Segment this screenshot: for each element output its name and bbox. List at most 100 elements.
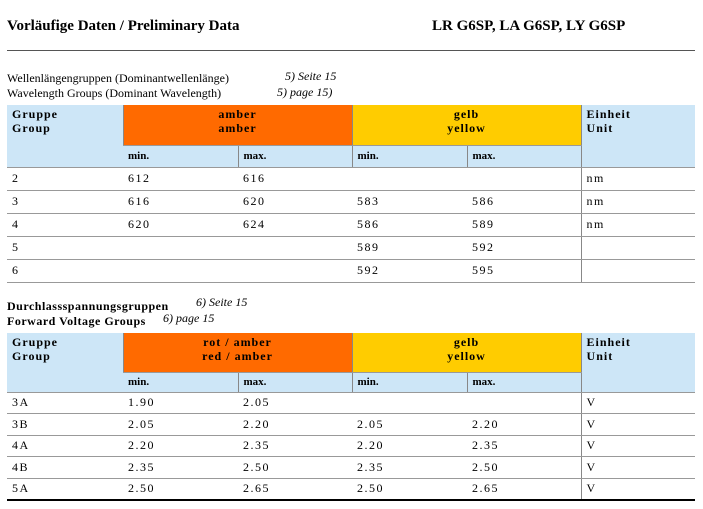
- table-cell: [467, 392, 582, 414]
- footnote-ref: 6) page 15: [163, 311, 215, 325]
- table-cell: V: [580, 392, 696, 414]
- header-text: Group: [12, 121, 51, 135]
- table-cell: 2.35: [352, 456, 468, 479]
- table-cell: [580, 236, 696, 260]
- header-text: rot / amber: [203, 335, 272, 349]
- table-cell: 5: [7, 236, 123, 260]
- data-row: 6 592 595: [7, 259, 696, 283]
- header-cell: rot / amber red / amber: [122, 333, 353, 373]
- header-cell: Gruppe Group: [7, 105, 123, 168]
- table-cell: 589: [467, 213, 582, 237]
- table-cell: [352, 167, 468, 191]
- table-cell: 2.50: [467, 456, 582, 479]
- table-cell: 620: [123, 213, 238, 237]
- table-cell: 612: [123, 167, 238, 191]
- data-row: 3 616 620 583 586 nm: [7, 190, 696, 214]
- table-cell: 2.50: [352, 478, 468, 501]
- header-cell: gelb yellow: [351, 333, 582, 373]
- header-text: Einheit: [586, 335, 631, 349]
- table-cell: 2.05: [123, 413, 238, 436]
- rule: [7, 50, 695, 51]
- header-cell: amber amber: [122, 105, 353, 146]
- subheader-cell: min.: [351, 145, 468, 168]
- data-row: 5 589 592: [7, 236, 696, 260]
- table-cell: 586: [467, 190, 582, 214]
- table-cell: 3B: [7, 413, 123, 436]
- table-cell: 2.20: [352, 435, 468, 457]
- footnote-ref: 6) Seite 15: [196, 295, 248, 309]
- table-cell: 583: [352, 190, 468, 214]
- header-cell: Einheit Unit: [580, 105, 696, 168]
- table-cell: 592: [467, 236, 582, 260]
- header-cell: gelb yellow: [351, 105, 582, 146]
- data-table: Gruppe Group amber amber gelb yellow Einheit Un…: [7, 105, 696, 283]
- data-row: 2 612 616 nm: [7, 167, 696, 191]
- header-text: amber: [218, 121, 257, 135]
- table-cell: [238, 236, 353, 260]
- header-text: yellow: [447, 349, 486, 363]
- table-cell: 3A: [7, 392, 123, 414]
- caption: Durchlassspannungsgruppen Forward Voltage…: [7, 299, 169, 329]
- table-cell: [580, 259, 696, 283]
- table-cell: 2.50: [123, 478, 238, 501]
- table-cell: V: [580, 478, 696, 501]
- table-cell: 4: [7, 213, 123, 237]
- table-cell: [123, 236, 238, 260]
- header-text: Unit: [586, 349, 614, 363]
- header-text: Unit: [586, 121, 614, 135]
- table-cell: 2.05: [352, 413, 468, 436]
- header-text: Einheit: [586, 107, 631, 121]
- table-cell: 589: [352, 236, 468, 260]
- table-cell: 2.20: [238, 413, 353, 436]
- table-cell: 5A: [7, 478, 123, 501]
- table-cell: 624: [238, 213, 353, 237]
- subheader-cell: min.: [351, 372, 468, 393]
- table-cell: nm: [580, 213, 696, 237]
- subheader-cell: min.: [123, 145, 238, 168]
- table-cell: 616: [238, 167, 353, 191]
- caption-line: Wellenlängengruppen (Dominantwellenlänge…: [7, 71, 229, 85]
- header-text: Gruppe: [12, 107, 59, 121]
- table-cell: V: [580, 456, 696, 479]
- data-row: 4A 2.20 2.35 2.20 2.35 V: [7, 435, 696, 457]
- data-row: 3B 2.05 2.20 2.05 2.20 V: [7, 413, 696, 436]
- footnote-ref: 5) page 15): [277, 85, 333, 99]
- header-text: red / amber: [202, 349, 273, 363]
- table-cell: 2: [7, 167, 123, 191]
- data-table: Gruppe Group rot / amber red / amber gelb yel…: [7, 333, 696, 501]
- caption: Wellenlängengruppen (Dominantwellenlänge…: [7, 71, 229, 101]
- table-cell: 2.35: [123, 456, 238, 479]
- table-cell: 2.65: [467, 478, 582, 501]
- table-cell: [352, 392, 468, 414]
- table-cell: 2.35: [238, 435, 353, 457]
- table-cell: 4B: [7, 456, 123, 479]
- data-row: 4B 2.35 2.50 2.35 2.50 V: [7, 456, 696, 479]
- subheader-cell: min.: [123, 372, 238, 393]
- header-row: Gruppe Group rot / amber red / amber gelb yel…: [7, 333, 696, 393]
- header-row: Gruppe Group amber amber gelb yellow Einheit Un…: [7, 105, 696, 168]
- header-cell: Einheit Unit: [580, 333, 696, 393]
- header-text: Group: [12, 349, 51, 363]
- subheader-cell: max.: [237, 372, 353, 393]
- data-row: 3A 1.90 2.05 V: [7, 392, 696, 414]
- table-cell: 6: [7, 259, 123, 283]
- header-text: gelb: [453, 335, 480, 349]
- table-cell: [467, 167, 582, 191]
- subheader-row: min. max. min. max.: [7, 145, 695, 168]
- subheader-row: min. max. min. max.: [7, 372, 695, 393]
- header-text: amber: [218, 107, 257, 121]
- table-cell: 2.20: [467, 413, 582, 436]
- subheader-cell: max.: [466, 145, 582, 168]
- table-cell: 2.50: [238, 456, 353, 479]
- table-cell: 616: [123, 190, 238, 214]
- footnote-ref: 5) Seite 15: [285, 69, 337, 83]
- table-cell: 586: [352, 213, 468, 237]
- caption-line: Durchlassspannungsgruppen: [7, 299, 169, 313]
- table-cell: 4A: [7, 435, 123, 457]
- data-row: 5A 2.50 2.65 2.50 2.65 V: [7, 478, 696, 501]
- table-cell: 2.35: [467, 435, 582, 457]
- table-cell: 3: [7, 190, 123, 214]
- table-cell: 2.05: [238, 392, 353, 414]
- table-cell: 595: [467, 259, 582, 283]
